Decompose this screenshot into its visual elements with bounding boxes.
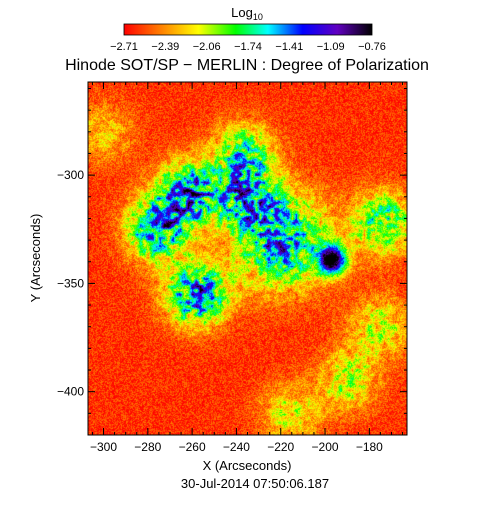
colorbar-tick-label: −2.71 [110,41,138,53]
colorbar-tick-label: −2.39 [151,41,179,53]
colorbar-title: Log10 [231,5,263,22]
x-axis: −300 −280 −260 −240 −220 −200 −180 [90,82,404,454]
x-tick-label: −280 [134,440,161,454]
x-tick-label: −200 [312,440,339,454]
heatmap [87,81,408,436]
x-tick-label: −300 [90,440,117,454]
y-tick-label: −300 [57,168,84,182]
y-tick-label: −350 [57,276,84,290]
colorbar-title-main: Log [231,5,253,20]
y-axis: −300 −350 −400 [57,87,407,414]
x-axis-label: X (Arcseconds) [203,458,292,473]
colorbar-tick-labels: −2.71 −2.39 −2.06 −1.74 −1.41 −1.09 −0.76 [110,41,386,53]
colorbar-tick-label: −1.09 [317,41,345,53]
colorbar-tick-label: −1.74 [234,41,262,53]
x-tick-label: −240 [223,440,250,454]
x-tick-label: −180 [356,440,383,454]
plot-title: Hinode SOT/SP − MERLIN : Degree of Polar… [65,57,429,74]
timestamp: 30-Jul-2014 07:50:06.187 [181,476,329,491]
x-tick-label: −220 [267,440,294,454]
colorbar-tick-label: −2.06 [193,41,221,53]
colorbar-title-sub: 10 [253,12,263,22]
y-tick-label: −400 [57,385,84,399]
colorbar-gradient [123,23,373,36]
colorbar: Log10 −2.71 −2.39 −2.06 −1.74 −1.41 −1.09 −0.7… [110,5,386,53]
colorbar-tick-label: −0.76 [358,41,386,53]
heatmap-canvas [88,82,407,435]
y-axis-label: Y (Arcseconds) [28,214,43,303]
colorbar-tick-label: −1.41 [275,41,303,53]
x-tick-label: −260 [179,440,206,454]
